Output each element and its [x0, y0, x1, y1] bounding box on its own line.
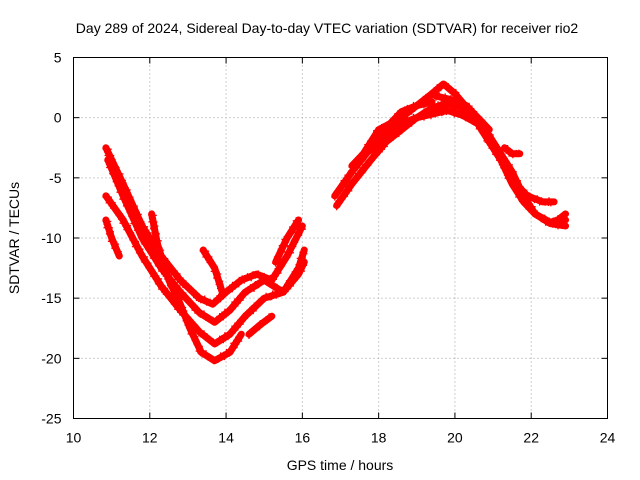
- series-line: [102, 216, 123, 260]
- data-point-markers: [148, 211, 243, 365]
- series-trace-l: [356, 98, 436, 165]
- tick-layer: 10 12 14 16 18 20 22 24 5 0 -5 -10 -15 -20 -25: [41, 50, 615, 446]
- data-point-markers: [102, 217, 123, 259]
- series-trace-f: [199, 246, 227, 296]
- x-tick-label: 12: [142, 430, 158, 446]
- y-tick-label: -15: [41, 290, 61, 306]
- data-point-markers: [546, 211, 569, 228]
- y-tick-label: -25: [41, 411, 61, 427]
- series-trace-h: [272, 216, 303, 267]
- x-tick-label: 16: [295, 430, 311, 446]
- y-tick-label: -10: [41, 230, 61, 246]
- series-trace-e: [148, 210, 245, 365]
- y-axis-title: SDTVAR / TECUs: [6, 182, 22, 294]
- x-tick-label: 24: [600, 430, 616, 446]
- x-tick-label: 14: [218, 430, 234, 446]
- data-point-markers: [432, 92, 493, 133]
- series-trace-o: [546, 210, 570, 228]
- x-tick-label: 20: [447, 430, 463, 446]
- x-tick-label: 18: [371, 430, 387, 446]
- y-tick-label: 0: [54, 110, 62, 126]
- y-tick-label: -5: [49, 170, 62, 186]
- series-trace-a: [102, 144, 306, 308]
- data-point-markers: [272, 217, 301, 267]
- x-axis-title: GPS time / hours: [287, 457, 394, 473]
- grid-layer: [73, 57, 608, 419]
- y-tick-label: 5: [54, 50, 62, 66]
- data-point-markers: [199, 247, 227, 294]
- series-trace-m: [432, 92, 493, 134]
- series-trace-g: [245, 312, 276, 339]
- series-trace-k: [348, 106, 570, 230]
- x-tick-label: 10: [66, 430, 82, 446]
- data-point-markers: [102, 145, 306, 307]
- data-point-markers: [501, 145, 523, 159]
- series-layer: [102, 80, 570, 365]
- data-point-markers: [356, 98, 435, 165]
- data-point-markers: [348, 106, 568, 230]
- chart-title: Day 289 of 2024, Sidereal Day-to-day VTE…: [76, 20, 579, 36]
- series-trace-n: [501, 144, 524, 159]
- series-trace-d: [102, 216, 123, 260]
- x-tick-label: 22: [523, 430, 539, 446]
- y-tick-label: -20: [41, 350, 61, 366]
- data-point-markers: [245, 313, 273, 339]
